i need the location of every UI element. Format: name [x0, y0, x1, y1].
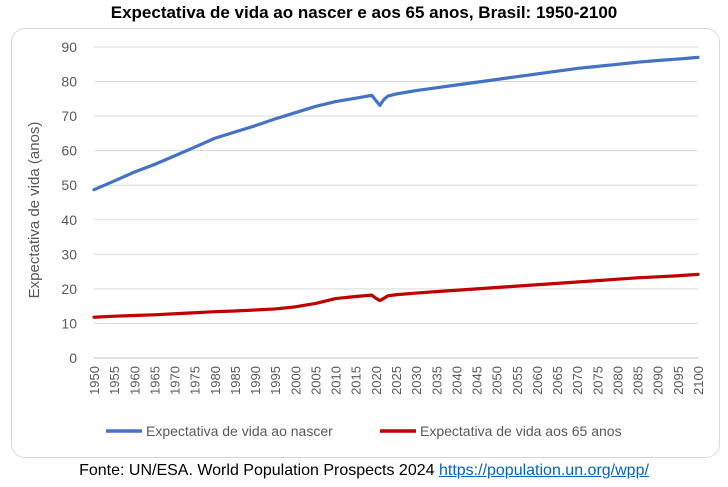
x-tick-label: 2005	[308, 366, 323, 395]
x-tick-label: 1985	[228, 366, 243, 395]
y-tick-label: 80	[61, 74, 77, 90]
x-tick-label: 2010	[329, 366, 344, 395]
source-note: Fonte: UN/ESA. World Population Prospect…	[0, 462, 728, 480]
x-tick-label: 2055	[510, 366, 525, 395]
x-tick-label: 2080	[610, 366, 625, 395]
x-tick-label: 2070	[570, 366, 585, 395]
y-axis-ticks: 0 10 20 30 40 50 60 70 80 90	[61, 39, 77, 366]
chart-title: Expectativa de vida ao nascer e aos 65 a…	[110, 3, 618, 22]
x-tick-label: 2015	[349, 366, 364, 395]
source-link[interactable]: https://population.un.org/wpp/	[438, 462, 649, 479]
x-tick-label: 2075	[590, 366, 605, 395]
legend: Expectativa de vida ao nascer Expectativa…	[106, 423, 622, 439]
series-line-1	[92, 55, 700, 192]
x-tick-label: 1955	[107, 366, 122, 395]
x-tick-label: 2065	[550, 366, 565, 395]
legend-label-1: Expectativa de vida ao nascer	[146, 423, 333, 439]
x-tick-label: 1970	[168, 366, 183, 395]
x-tick-label: 1995	[268, 366, 283, 395]
y-tick-label: 40	[61, 212, 77, 228]
chart-area	[11, 28, 720, 458]
y-tick-label: 10	[61, 315, 77, 331]
x-tick-label: 2025	[389, 366, 404, 395]
x-tick-label: 2035	[429, 366, 444, 395]
y-tick-label: 30	[61, 246, 77, 262]
x-tick-label: 2020	[369, 366, 384, 395]
gridlines	[94, 46, 698, 324]
x-tick-label: 2060	[530, 366, 545, 395]
x-axis-ticks: 1950 1955 1960 1965 1970 1975 1980 1985 1990 1995…	[87, 366, 706, 395]
x-tick-label: 2040	[449, 366, 464, 395]
series-lines	[92, 55, 700, 319]
y-tick-label: 70	[61, 108, 77, 124]
x-tick-label: 1990	[248, 366, 263, 395]
series-line-2	[92, 272, 700, 319]
x-tick-label: 1965	[147, 366, 162, 395]
x-tick-label: 2090	[651, 366, 666, 395]
y-tick-label: 90	[61, 39, 77, 55]
x-tick-label: 1960	[127, 366, 142, 395]
source-text: Fonte: UN/ESA. World Population Prospect…	[79, 462, 435, 479]
x-tick-label: 1975	[188, 366, 203, 395]
x-tick-label: 2095	[671, 366, 686, 395]
y-axis-label: Expectativa de vida (anos)	[26, 122, 43, 299]
x-tick-label: 2030	[409, 366, 424, 395]
x-tick-label: 2100	[691, 366, 706, 395]
x-tick-label: 2050	[490, 366, 505, 395]
x-tick-label: 1980	[208, 366, 223, 395]
x-tick-label: 2000	[288, 366, 303, 395]
y-tick-label: 50	[61, 177, 77, 193]
y-tick-label: 0	[69, 350, 77, 366]
legend-label-2: Expectativa de vida aos 65 anos	[420, 423, 622, 439]
y-tick-label: 20	[61, 281, 77, 297]
x-tick-label: 2085	[631, 366, 646, 395]
x-tick-label: 2045	[470, 366, 485, 395]
x-tick-label: 1950	[87, 366, 102, 395]
y-tick-label: 60	[61, 143, 77, 159]
